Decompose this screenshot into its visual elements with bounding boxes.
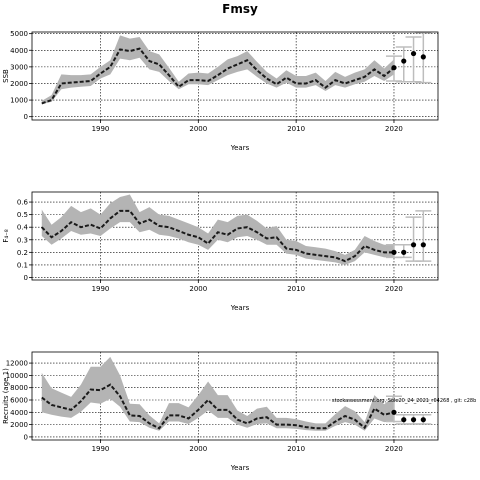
x-tick-label: 2000 xyxy=(189,445,207,453)
plot-frame xyxy=(31,191,439,281)
y-tick-label: 0.5 xyxy=(17,211,28,219)
y-tick-label: 6000 xyxy=(10,397,28,405)
y-tick-label: 1000 xyxy=(10,97,28,105)
y-axis-label: F₄₋₈ xyxy=(2,229,10,243)
y-tick-label: 0.4 xyxy=(17,224,29,232)
y-tick-label: 10000 xyxy=(6,372,28,380)
projection-point xyxy=(401,58,407,64)
projection-point xyxy=(391,65,397,71)
y-tick-label: 4000 xyxy=(10,409,28,417)
y-tick-label: 0.1 xyxy=(17,261,28,269)
x-tick-label: 2010 xyxy=(287,445,305,453)
y-tick-label: 2000 xyxy=(10,80,28,88)
estimate-line xyxy=(41,209,394,263)
y-tick-label: 0.2 xyxy=(17,249,28,257)
y-tick-label: 12000 xyxy=(6,360,28,368)
confidence-band xyxy=(41,194,394,265)
panel-recruits: 1990 2000 2010 2020 0 2000 4000 6000 8000 10000 12… xyxy=(2,351,476,472)
y-tick-label: 2000 xyxy=(10,421,28,429)
projection-point xyxy=(401,417,407,423)
projection-point xyxy=(401,249,407,255)
chart-annotation: stockassessment.org, Sole20_24_2021_r042… xyxy=(332,398,476,404)
x-tick-label: 2020 xyxy=(385,125,403,133)
x-tick-label: 2010 xyxy=(287,125,305,133)
x-tick-label: 1990 xyxy=(92,125,110,133)
y-tick-label: 3000 xyxy=(10,63,28,71)
y-axis-label: Recruits (age 1) xyxy=(2,368,10,424)
projection-point xyxy=(410,50,417,57)
x-axis-label: Years xyxy=(230,144,250,152)
plot-frame xyxy=(31,31,439,121)
y-tick-label: 0 xyxy=(24,433,28,441)
projection-point xyxy=(391,409,397,415)
projection-point xyxy=(420,242,426,248)
y-tick-label: 0.6 xyxy=(17,199,29,207)
y-tick-label: 0 xyxy=(24,113,28,121)
x-tick-label: 2020 xyxy=(385,285,403,293)
plot-frame xyxy=(31,351,439,441)
x-tick-label: 2020 xyxy=(385,445,403,453)
confidence-band xyxy=(41,356,394,431)
x-axis-label: Years xyxy=(230,304,250,312)
x-tick-label: 1990 xyxy=(92,445,110,453)
projection-point xyxy=(391,249,397,255)
projection-point xyxy=(420,417,426,423)
y-tick-label: 4000 xyxy=(10,47,28,55)
y-tick-label: 0.3 xyxy=(17,236,28,244)
y-tick-label: 8000 xyxy=(10,384,28,392)
x-tick-label: 2010 xyxy=(287,285,305,293)
x-axis-label: Years xyxy=(230,464,250,472)
chart-panels: 1990 2000 2010 2020 0 1000 2000 3000 4000 5000 Yea… xyxy=(2,30,476,472)
panel-fishing-mortality: 1990 2000 2010 2020 0 0.1 0.2 0.3 0.4 0.5 0.6 Years… xyxy=(2,191,439,312)
projection-point xyxy=(410,242,417,248)
estimate-line xyxy=(41,47,395,105)
y-tick-label: 5000 xyxy=(10,30,28,38)
confidence-band xyxy=(41,35,394,105)
projection-point xyxy=(410,417,417,423)
panel-ssb: 1990 2000 2010 2020 0 1000 2000 3000 4000 5000 Yea… xyxy=(2,30,439,152)
x-tick-label: 2000 xyxy=(189,285,207,293)
y-tick-label: 0 xyxy=(24,274,28,282)
x-tick-label: 1990 xyxy=(92,285,110,293)
projection-point xyxy=(420,54,426,60)
x-tick-label: 2000 xyxy=(189,125,207,133)
estimate-line xyxy=(41,383,395,430)
chart-title: Fmsy xyxy=(222,2,258,16)
y-axis-label: SSB xyxy=(2,69,10,83)
